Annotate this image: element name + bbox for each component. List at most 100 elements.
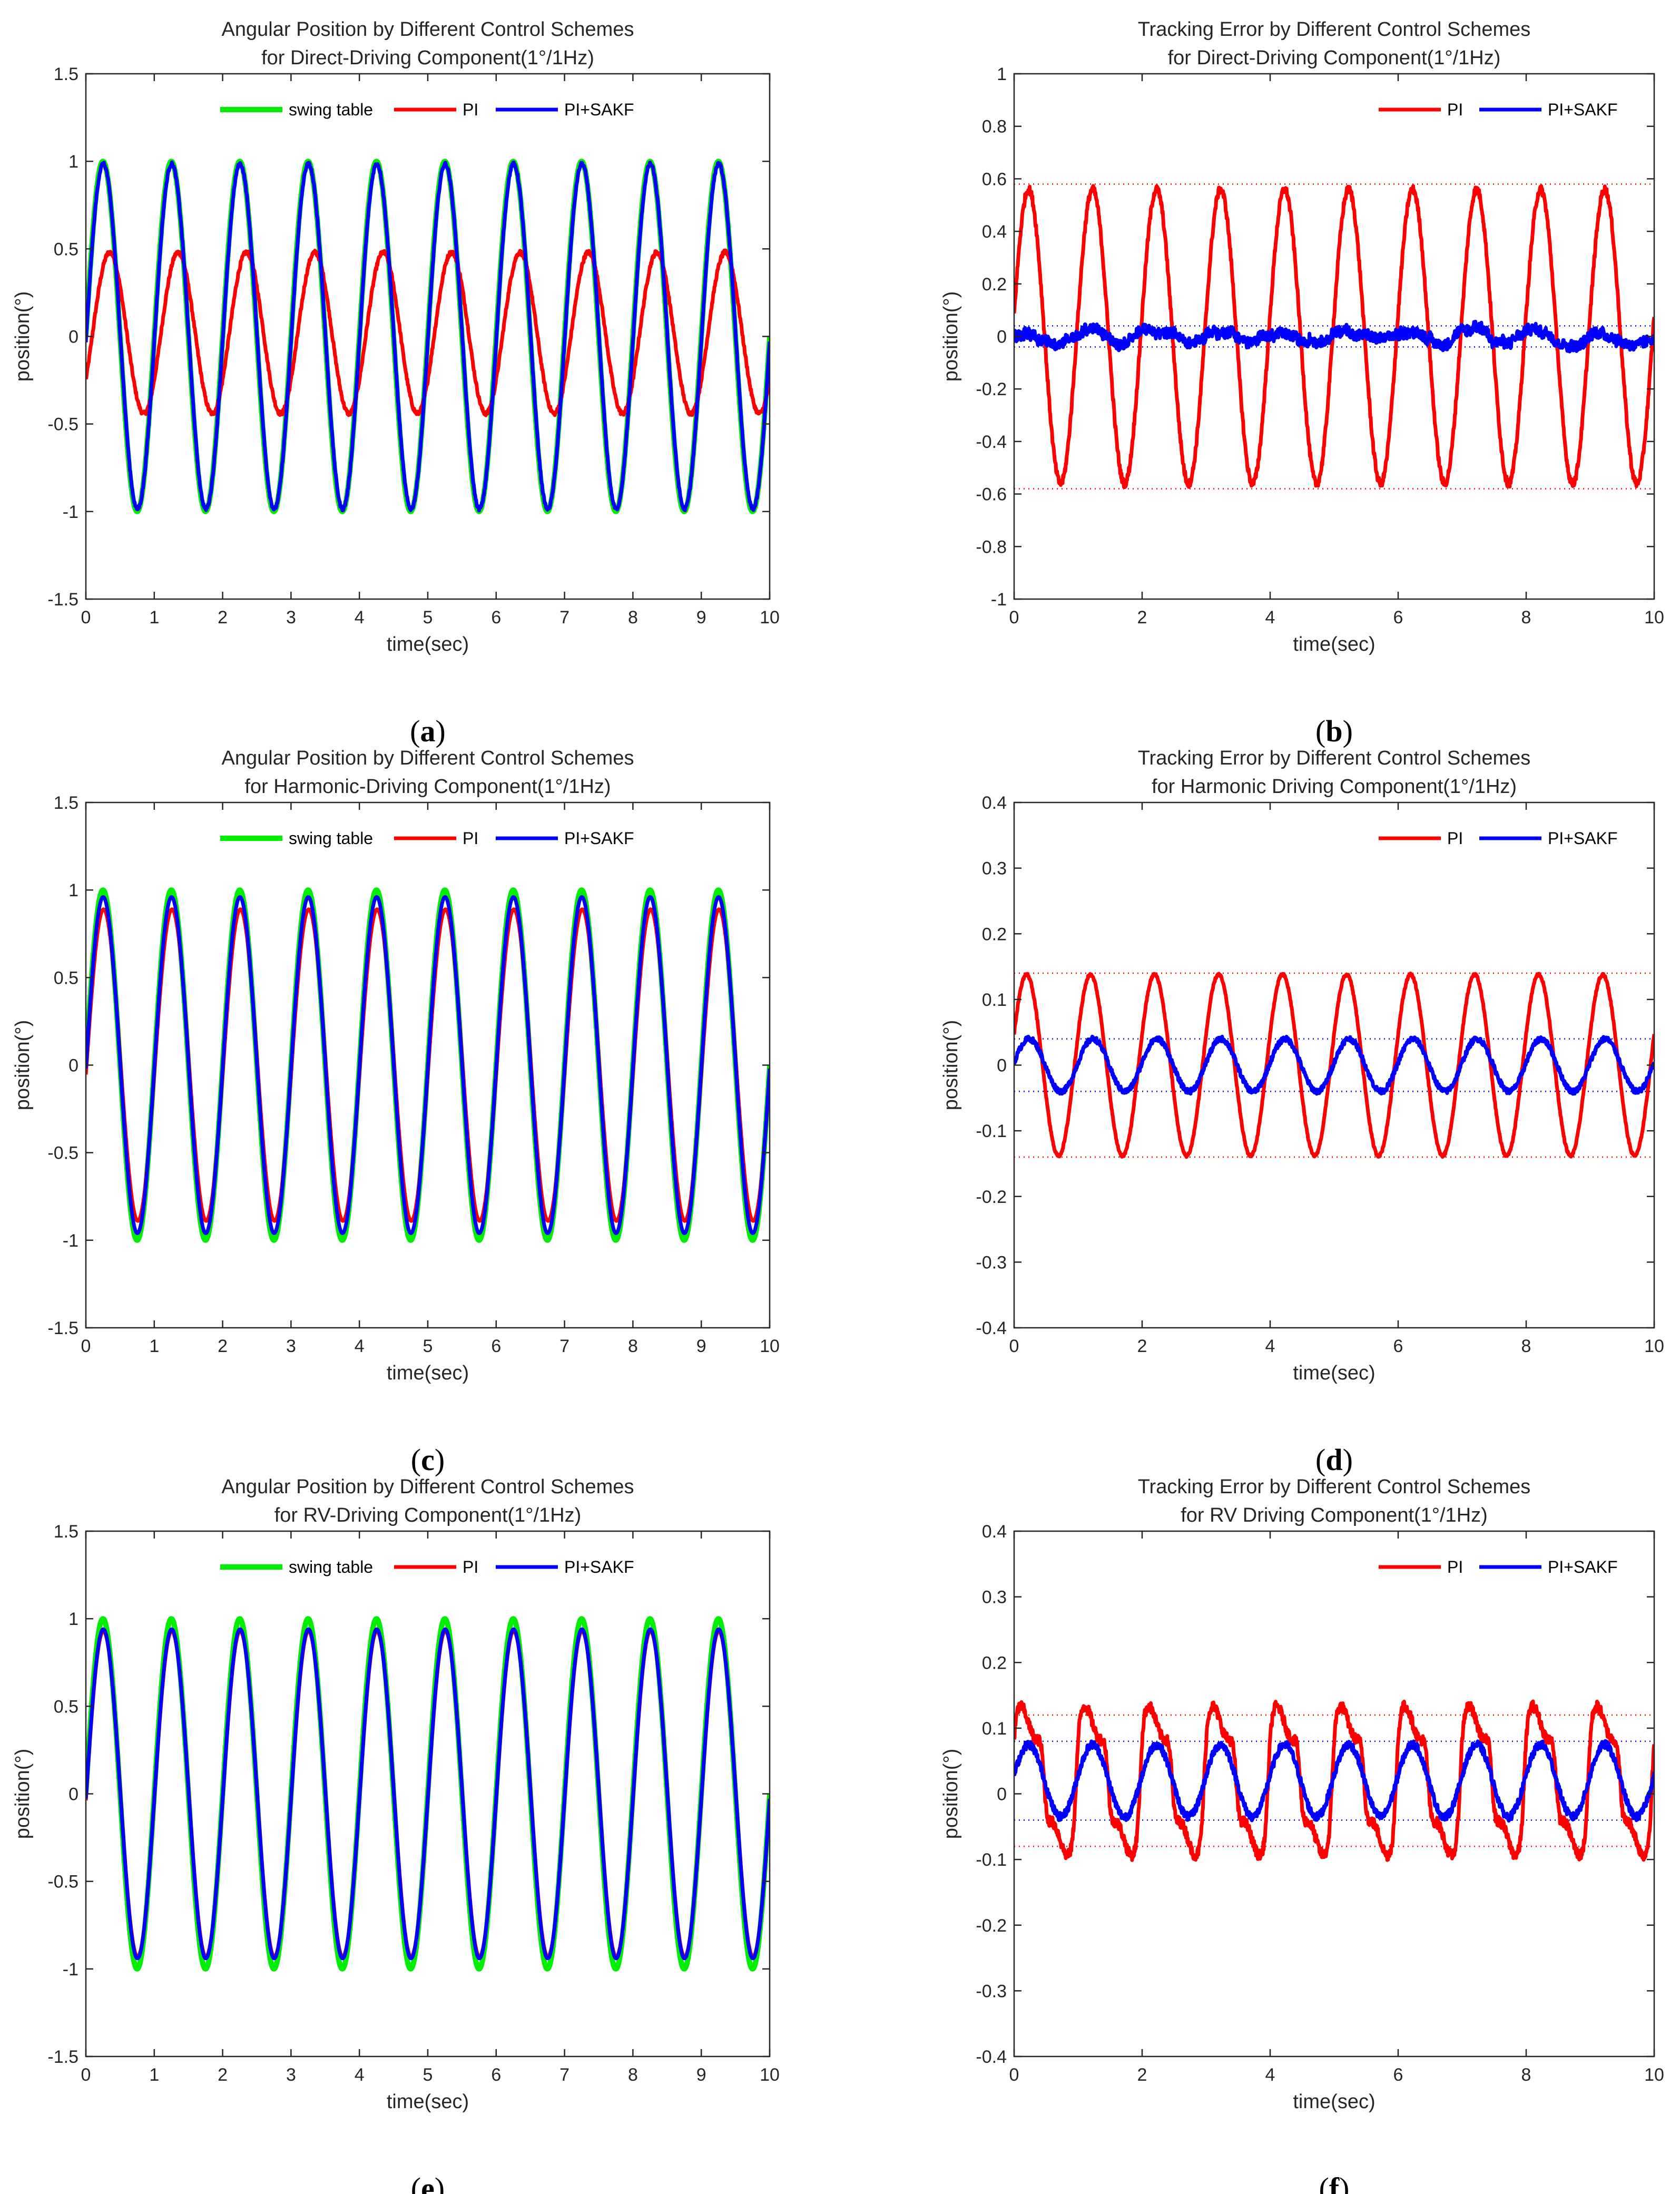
- y-tick-label: -0.1: [976, 1850, 1007, 1870]
- y-tick-label: -0.4: [976, 2047, 1007, 2067]
- series-line-pi-sakf: [86, 160, 770, 513]
- y-tick-label: 0.4: [982, 793, 1007, 813]
- x-tick-label: 10: [1644, 1336, 1664, 1356]
- legend: swing table PI PI+SAKF: [220, 1558, 634, 1576]
- legend-label: swing table: [289, 829, 373, 848]
- y-tick-label: 0.1: [982, 990, 1007, 1010]
- legend-label: PI: [463, 100, 478, 119]
- x-tick-label: 0: [1009, 1336, 1019, 1356]
- x-tick-label: 0: [81, 608, 91, 628]
- x-tick-label: 9: [696, 608, 706, 628]
- x-axis-label: time(sec): [1293, 633, 1375, 655]
- legend-label: swing table: [289, 1558, 373, 1576]
- x-tick-label: 6: [491, 608, 501, 628]
- x-tick-label: 6: [491, 2065, 501, 2085]
- series-line-pi-sakf: [1014, 1034, 1654, 1096]
- x-tick-label: 10: [760, 2065, 780, 2085]
- x-tick-label: 6: [1393, 1336, 1403, 1356]
- x-tick-label: 8: [628, 2065, 638, 2085]
- y-tick-label: 1: [68, 152, 78, 172]
- y-tick-label: -0.5: [47, 415, 78, 435]
- x-tick-label: 8: [1521, 608, 1531, 628]
- legend-label: PI: [1447, 100, 1463, 119]
- x-tick-label: 2: [218, 1336, 228, 1356]
- x-tick-label: 3: [286, 1336, 296, 1356]
- x-tick-label: 2: [218, 608, 228, 628]
- legend-label: PI: [463, 829, 478, 848]
- chart-title-line2: for Harmonic Driving Component(1°/1Hz): [1152, 776, 1517, 798]
- legend: swing table PI PI+SAKF: [220, 829, 634, 848]
- y-tick-label: -0.1: [976, 1121, 1007, 1141]
- x-tick-label: 0: [1009, 2065, 1019, 2085]
- y-tick-label: -0.4: [976, 1318, 1007, 1338]
- y-tick-label: -1: [63, 1231, 78, 1251]
- chart-d: Tracking Error by Different Control Sche…: [940, 747, 1664, 1477]
- series-line-pi-sakf: [86, 895, 770, 1235]
- y-tick-label: -0.2: [976, 1916, 1007, 1936]
- legend-label: PI+SAKF: [564, 1558, 634, 1576]
- y-tick-label: 0.2: [982, 275, 1007, 295]
- y-tick-label: -0.5: [47, 1143, 78, 1163]
- x-tick-label: 10: [1644, 2065, 1664, 2085]
- y-tick-label: -1: [63, 1960, 78, 1980]
- legend-label: swing table: [289, 100, 373, 119]
- panel-caption: (e): [411, 2171, 445, 2194]
- y-axis-label: position(°): [12, 1749, 34, 1839]
- x-tick-label: 9: [696, 1336, 706, 1356]
- series-group: [86, 159, 770, 514]
- legend-label: PI+SAKF: [564, 829, 634, 848]
- series-group: [86, 1616, 770, 1972]
- x-tick-label: 2: [1137, 2065, 1147, 2085]
- legend: PI PI+SAKF: [1379, 100, 1618, 119]
- x-tick-label: 7: [559, 608, 569, 628]
- y-tick-label: 0: [68, 1785, 78, 1805]
- series-line-pi: [1014, 972, 1654, 1159]
- legend-label: PI+SAKF: [564, 100, 634, 119]
- y-axis-label: position(°): [12, 291, 34, 381]
- y-tick-label: 0.3: [982, 859, 1007, 879]
- chart-title-line2: for RV Driving Component(1°/1Hz): [1181, 1504, 1488, 1526]
- y-tick-label: -0.6: [976, 485, 1007, 505]
- x-tick-label: 2: [1137, 608, 1147, 628]
- y-tick-label: 0.5: [54, 968, 78, 988]
- x-tick-label: 9: [696, 2065, 706, 2085]
- chart-title-line1: Tracking Error by Different Control Sche…: [1138, 1476, 1531, 1498]
- x-tick-label: 1: [149, 1336, 159, 1356]
- chart-title-line1: Tracking Error by Different Control Sche…: [1138, 18, 1531, 41]
- y-tick-label: -1.5: [47, 1318, 78, 1338]
- series-group: [1014, 184, 1654, 489]
- y-tick-label: 0: [997, 1056, 1007, 1076]
- y-tick-label: 0: [68, 327, 78, 347]
- x-axis-label: time(sec): [1293, 1362, 1375, 1384]
- legend-label: PI+SAKF: [1548, 829, 1618, 848]
- y-tick-label: -0.4: [976, 432, 1007, 452]
- y-tick-label: -1: [991, 590, 1007, 610]
- panel-caption: (f): [1319, 2171, 1350, 2194]
- x-tick-label: 10: [760, 608, 780, 628]
- x-tick-label: 8: [1521, 2065, 1531, 2085]
- x-tick-label: 0: [81, 2065, 91, 2085]
- y-tick-label: -0.2: [976, 379, 1007, 399]
- x-tick-label: 8: [628, 608, 638, 628]
- chart-a: Angular Position by Different Control Sc…: [12, 18, 780, 748]
- y-tick-label: 0.3: [982, 1588, 1007, 1608]
- y-tick-label: 0.2: [982, 1653, 1007, 1673]
- x-tick-label: 0: [1009, 608, 1019, 628]
- legend-label: PI+SAKF: [1548, 100, 1618, 119]
- x-tick-label: 8: [1521, 1336, 1531, 1356]
- series-line-pi: [1014, 1699, 1654, 1862]
- y-tick-label: 1.5: [54, 1522, 78, 1542]
- y-axis-label: position(°): [940, 1020, 962, 1110]
- x-tick-label: 2: [1137, 1336, 1147, 1356]
- panel-caption: (a): [410, 714, 446, 748]
- y-tick-label: 0: [997, 1785, 1007, 1805]
- series-group: [1014, 1699, 1654, 1862]
- y-tick-label: -0.5: [47, 1872, 78, 1892]
- x-tick-label: 4: [355, 608, 365, 628]
- y-tick-label: 1: [68, 880, 78, 900]
- x-tick-label: 7: [559, 1336, 569, 1356]
- series-line-pi: [1014, 184, 1654, 489]
- x-tick-label: 4: [1265, 2065, 1275, 2085]
- series-line-pi: [86, 248, 770, 417]
